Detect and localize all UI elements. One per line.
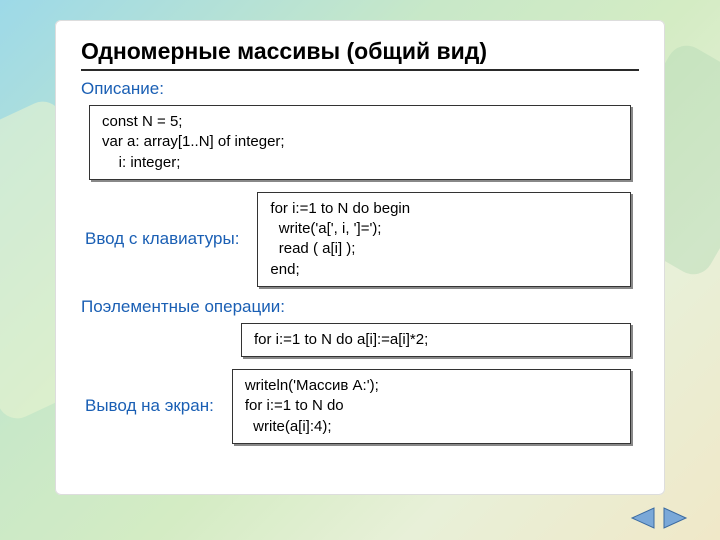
code-elementwise: for i:=1 to N do a[i]:=a[i]*2; <box>241 323 631 357</box>
elementwise-label: Поэлементные операции: <box>81 297 639 317</box>
prev-arrow-icon[interactable] <box>628 506 656 530</box>
code-output-loop: writeln('Массив A:'); for i:=1 to N do w… <box>232 369 631 444</box>
code-input-loop: for i:=1 to N do begin write('a[', i, ']… <box>257 192 631 287</box>
code-declaration: const N = 5; var a: array[1..N] of integ… <box>89 105 631 180</box>
description-label: Описание: <box>81 79 639 99</box>
output-label: Вывод на экран: <box>85 396 214 416</box>
nav-arrows <box>628 506 690 530</box>
slide-title: Одномерные массивы (общий вид) <box>81 38 639 71</box>
output-row: Вывод на экран: writeln('Массив A:'); fo… <box>81 369 639 444</box>
slide-panel: Одномерные массивы (общий вид) Описание:… <box>55 20 665 495</box>
input-row: Ввод с клавиатуры: for i:=1 to N do begi… <box>81 192 639 287</box>
input-label: Ввод с клавиатуры: <box>85 229 239 249</box>
next-arrow-icon[interactable] <box>662 506 690 530</box>
